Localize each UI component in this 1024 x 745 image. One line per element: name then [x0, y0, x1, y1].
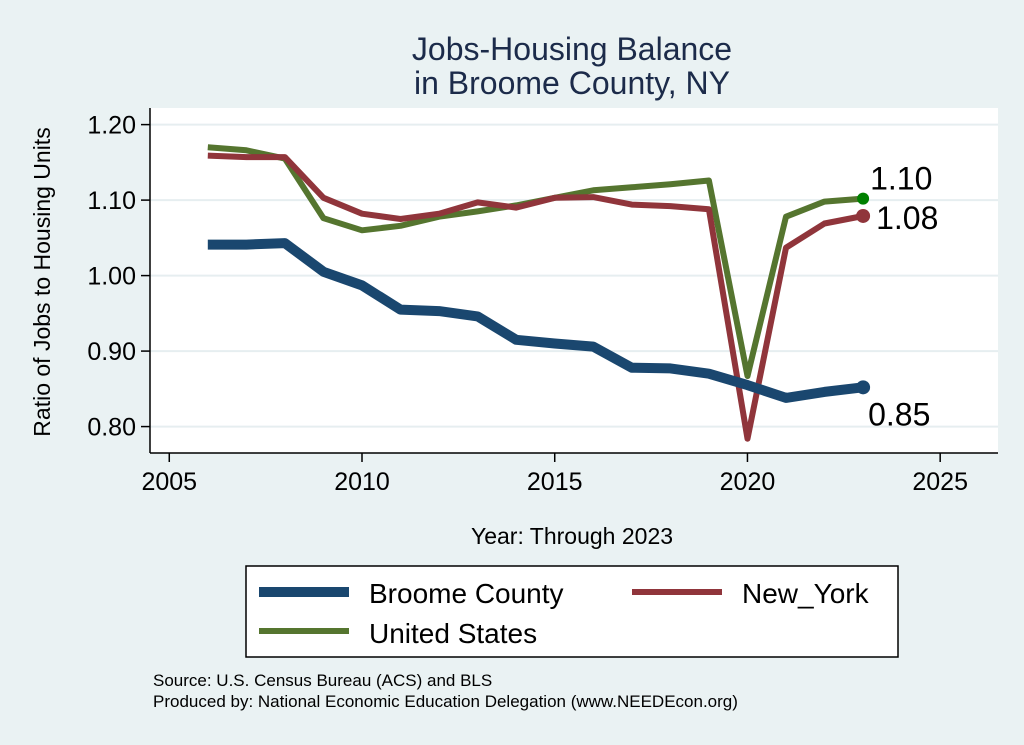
x-tick-label: 2025	[912, 468, 968, 496]
legend: Broome County New_York United States	[245, 565, 899, 658]
chart-title-line-2: in Broome County, NY	[414, 65, 730, 101]
x-tick-label: 2010	[334, 468, 390, 496]
y-tick-label: 1.00	[87, 263, 136, 291]
axes: 0.80 0.90 1.00 1.10 1.20 2005 2010 2015 2020 2025	[87, 108, 998, 496]
legend-label-united-states: United States	[369, 618, 537, 649]
legend-label-broome-county: Broome County	[369, 578, 564, 609]
producer-note: Produced by: National Economic Education…	[153, 692, 738, 711]
end-label-broome-county: 0.85	[868, 396, 930, 432]
x-tick-label: 2020	[720, 468, 776, 496]
y-tick-label: 0.90	[87, 338, 136, 366]
legend-box	[245, 565, 899, 658]
series-lines	[207, 144, 864, 442]
end-marker-new-york	[856, 208, 871, 223]
end-markers: 0.85 1.081.10	[856, 161, 938, 432]
y-axis-label: Ratio of Jobs to Housing Units	[29, 127, 55, 436]
series-line-new-york	[207, 152, 864, 442]
end-label-new-york: 1.08	[876, 200, 938, 236]
chart-title-line-1: Jobs-Housing Balance	[412, 31, 732, 67]
x-axis-label: Year: Through 2023	[471, 523, 673, 549]
x-tick-label: 2005	[141, 468, 197, 496]
end-label-united-states: 1.10	[870, 161, 932, 197]
end-marker-united-states	[857, 192, 870, 205]
y-tick-label: 1.10	[87, 187, 136, 215]
legend-label-new-york: New_York	[742, 578, 870, 609]
y-tick-label: 1.20	[87, 112, 136, 140]
series-line-broome-county	[207, 238, 864, 403]
source-note: Source: U.S. Census Bureau (ACS) and BLS	[153, 671, 492, 690]
x-tick-label: 2015	[527, 468, 583, 496]
end-marker-broome-county	[856, 380, 871, 395]
y-tick-label: 0.80	[87, 414, 136, 442]
